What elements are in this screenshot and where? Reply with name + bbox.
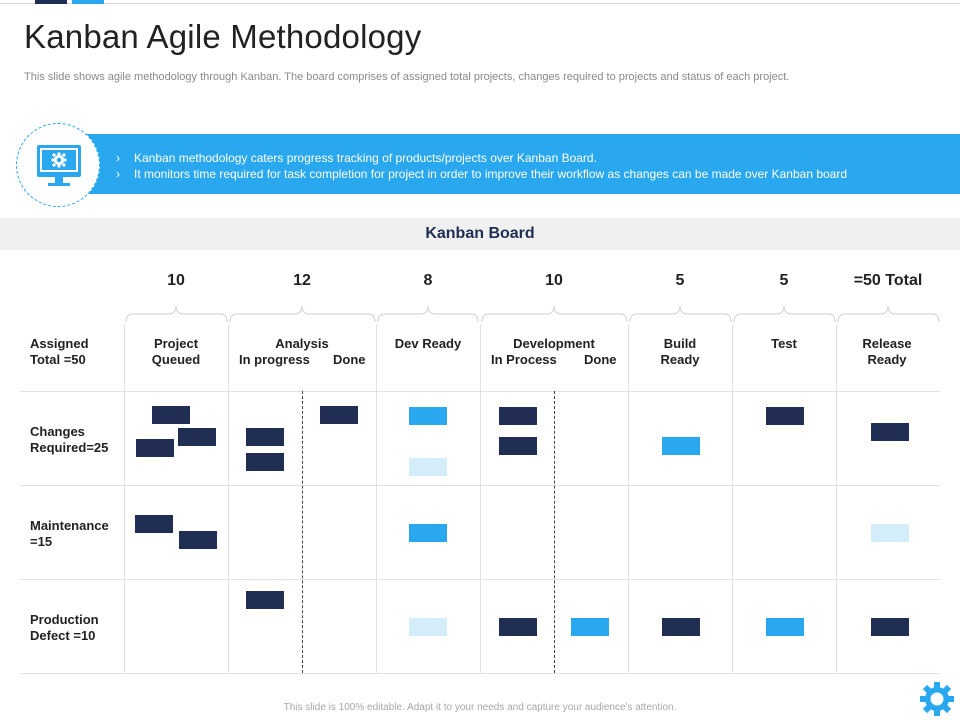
column-development-done: Done: [584, 352, 617, 367]
column-build-ready: Build Ready: [660, 336, 700, 367]
row-label-changes-required: Changes Required=25: [30, 424, 109, 455]
task-card[interactable]: [178, 428, 216, 446]
board-title: Kanban Board: [0, 218, 960, 250]
grid-line: [20, 391, 940, 392]
banner-bullet: › It monitors time required for task comp…: [116, 167, 848, 181]
accent-dash-blue: [72, 0, 104, 4]
task-card[interactable]: [246, 428, 284, 446]
column-development: Development: [513, 336, 595, 351]
assigned-total-label: Assigned Total =50: [30, 336, 89, 367]
column-release-ready: Release Ready: [862, 336, 912, 367]
grid-line: [732, 324, 733, 673]
column-analysis: Analysis: [275, 336, 329, 351]
task-card[interactable]: [871, 618, 909, 636]
count-project-queued: 10: [167, 272, 185, 289]
analysis-divider: [302, 391, 303, 673]
task-card[interactable]: [179, 531, 217, 549]
grid-line: [20, 673, 940, 674]
grid-line: [124, 324, 125, 673]
grid-line: [376, 324, 377, 673]
count-total: =50 Total: [853, 272, 923, 289]
task-card[interactable]: [662, 437, 700, 455]
page-subtitle: This slide shows agile methodology throu…: [24, 71, 790, 83]
task-card[interactable]: [409, 458, 447, 476]
banner-bullets: › Kanban methodology caters progress trac…: [116, 150, 847, 182]
count-test: 5: [779, 272, 789, 289]
row-label-maintenance: Maintenance =15: [30, 518, 109, 549]
top-accent-bar: [0, 0, 960, 4]
count-development: 10: [545, 272, 563, 289]
info-banner: › Kanban methodology caters progress trac…: [56, 134, 960, 194]
task-card[interactable]: [499, 407, 537, 425]
count-analysis: 12: [293, 272, 311, 289]
development-divider: [554, 391, 555, 673]
column-dev-ready: Dev Ready: [394, 336, 462, 351]
footer-note: This slide is 100% editable. Adapt it to…: [283, 702, 677, 713]
task-card[interactable]: [136, 439, 174, 457]
column-development-in-process: In Process: [491, 352, 557, 367]
task-card[interactable]: [409, 524, 447, 542]
column-braces: [125, 305, 940, 323]
grid-line: [480, 324, 481, 673]
column-analysis-in-progress: In progress: [239, 352, 310, 367]
grid-line: [20, 579, 940, 580]
gear-icon: [920, 682, 954, 716]
task-card[interactable]: [499, 437, 537, 455]
task-card[interactable]: [152, 406, 190, 424]
grid-line: [628, 324, 629, 673]
column-analysis-done: Done: [333, 352, 366, 367]
task-card[interactable]: [135, 515, 173, 533]
column-test: Test: [771, 336, 797, 351]
monitor-gear-icon: [37, 145, 81, 186]
task-card[interactable]: [571, 618, 609, 636]
task-card[interactable]: [662, 618, 700, 636]
task-card[interactable]: [499, 618, 537, 636]
column-project-queued: Project Queued: [151, 336, 201, 367]
banner-bullet: › Kanban methodology caters progress trac…: [116, 151, 597, 165]
chevron-right-icon: ›: [116, 167, 120, 181]
accent-dash-dark: [35, 0, 67, 4]
grid-line: [228, 324, 229, 673]
count-dev-ready: 8: [423, 272, 433, 289]
grid-line: [20, 485, 940, 486]
monitor-gear-badge: [16, 123, 100, 207]
task-card[interactable]: [871, 524, 909, 542]
task-card[interactable]: [871, 423, 909, 441]
task-card[interactable]: [246, 453, 284, 471]
task-card[interactable]: [409, 407, 447, 425]
grid-line: [836, 324, 837, 673]
task-card[interactable]: [409, 618, 447, 636]
task-card[interactable]: [320, 406, 358, 424]
task-card[interactable]: [246, 591, 284, 609]
task-card[interactable]: [766, 618, 804, 636]
count-build-ready: 5: [675, 272, 685, 289]
page-title: Kanban Agile Methodology: [24, 18, 422, 55]
chevron-right-icon: ›: [116, 151, 120, 165]
row-label-production-defect: Production Defect =10: [30, 612, 99, 643]
task-card[interactable]: [766, 407, 804, 425]
